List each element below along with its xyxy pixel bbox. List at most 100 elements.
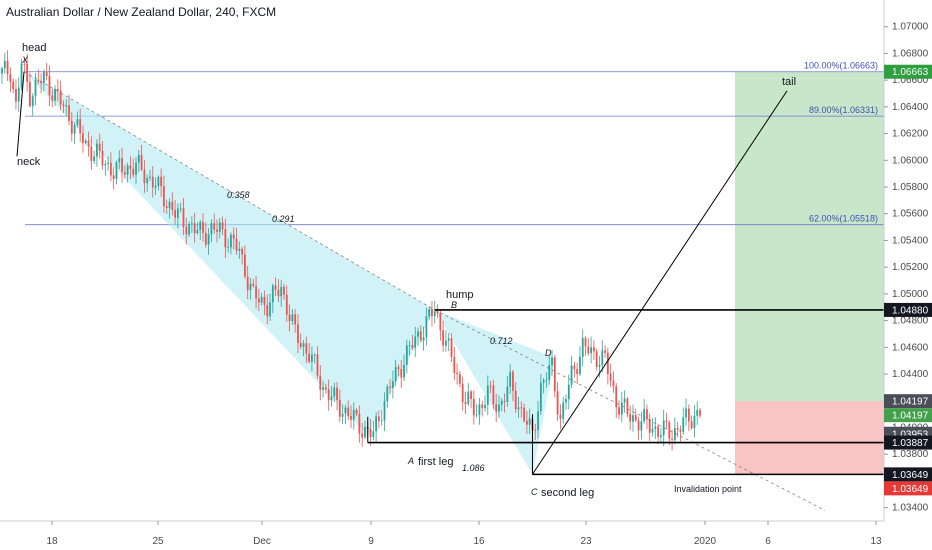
candle-body	[45, 71, 48, 77]
candle-body	[20, 63, 23, 88]
candle-body	[207, 234, 210, 245]
candle-body	[84, 140, 87, 144]
candle-body	[62, 104, 65, 107]
candle-body	[456, 372, 458, 375]
candle-body	[160, 176, 163, 187]
candle-body	[154, 185, 157, 188]
candle-body	[196, 230, 199, 234]
candle-body	[587, 346, 590, 354]
candle-body	[433, 311, 436, 317]
candle-body	[699, 410, 701, 416]
y-tick-label-5: 1.06000	[892, 155, 929, 166]
candle-body	[104, 164, 107, 166]
pattern-bcd	[434, 309, 555, 475]
x-tick-label-1: 25	[152, 536, 164, 547]
candle-body	[285, 294, 288, 315]
candle-body	[520, 407, 523, 409]
candle-body	[171, 201, 174, 211]
candle-body	[3, 60, 6, 69]
candle-body	[682, 417, 685, 432]
candle-body	[51, 95, 54, 101]
candle-body	[517, 407, 520, 410]
candle-body	[277, 289, 280, 297]
candle-body	[369, 428, 372, 438]
x-tick-label-0: 18	[46, 536, 58, 547]
price-badge-5	[884, 435, 932, 450]
candle-body	[685, 408, 687, 418]
candle-body	[352, 410, 355, 420]
candle-body	[495, 404, 498, 412]
price-badge-text-5: 1.03887	[892, 438, 929, 449]
candle-body	[447, 338, 450, 341]
candle-body	[23, 63, 26, 65]
candle-body	[380, 420, 383, 422]
candle-body	[230, 234, 232, 248]
candle-body	[436, 311, 439, 314]
candle-body	[417, 331, 419, 337]
candle-body	[149, 176, 151, 179]
candle-body	[93, 156, 96, 161]
candle-body	[274, 285, 277, 290]
candle-body	[428, 309, 431, 317]
candle-body	[232, 234, 235, 239]
candle-body	[372, 431, 375, 438]
candle-body	[202, 221, 204, 233]
candle-body	[534, 429, 537, 431]
candle-body	[1, 68, 3, 74]
candle-body	[514, 390, 517, 410]
candle-body	[484, 404, 486, 409]
candle-body	[687, 408, 690, 422]
x-tick-label-6: 2020	[694, 536, 717, 547]
candle-body	[294, 314, 297, 325]
candle-body	[537, 411, 539, 431]
neck-label: neck	[17, 156, 41, 168]
candle-body	[654, 426, 657, 429]
candle-body	[31, 96, 34, 107]
candle-body	[79, 119, 82, 134]
candle-body	[539, 382, 542, 412]
candle-body	[422, 337, 425, 341]
candle-body	[313, 354, 316, 356]
y-tick-label-0: 1.07000	[892, 22, 929, 33]
candle-body	[458, 374, 461, 384]
x-tick-label-5: 23	[580, 536, 592, 547]
candle-body	[445, 340, 447, 346]
candle-body	[115, 162, 118, 179]
candle-body	[151, 176, 154, 188]
candle-body	[288, 314, 291, 322]
candle-body	[26, 63, 29, 82]
fib-label-2: 62.00%(1.05518)	[809, 214, 878, 224]
candle-body	[291, 314, 294, 322]
x-tick-label-2: Dec	[253, 536, 271, 547]
candle-body	[350, 416, 352, 420]
candle-body	[671, 438, 673, 440]
loss-zone	[735, 401, 884, 475]
price-badge-7	[884, 481, 932, 496]
candle-body	[54, 89, 56, 101]
d-label: D	[545, 348, 552, 358]
candle-body	[665, 420, 668, 423]
candle-body	[696, 410, 699, 416]
x-tick-label-8: 13	[870, 536, 882, 547]
candle-body	[297, 324, 299, 344]
second-leg-label: second leg	[541, 487, 594, 499]
tail-line	[532, 90, 788, 475]
ratio-label-2: 0.712	[490, 336, 513, 346]
ratio-label-1: 0.291	[272, 214, 295, 224]
candle-body	[341, 413, 344, 417]
candle-body	[419, 331, 422, 341]
candle-body	[107, 162, 109, 165]
candle-body	[472, 398, 475, 416]
candle-body	[414, 336, 417, 348]
candle-body	[96, 143, 98, 157]
candle-body	[193, 223, 196, 234]
candle-body	[218, 222, 221, 232]
candle-body	[403, 365, 405, 378]
candle-body	[157, 176, 160, 186]
candle-body	[255, 285, 257, 299]
candle-body	[204, 232, 207, 245]
candle-body	[238, 248, 241, 251]
candle-body	[126, 165, 129, 175]
candle-body	[573, 365, 576, 370]
